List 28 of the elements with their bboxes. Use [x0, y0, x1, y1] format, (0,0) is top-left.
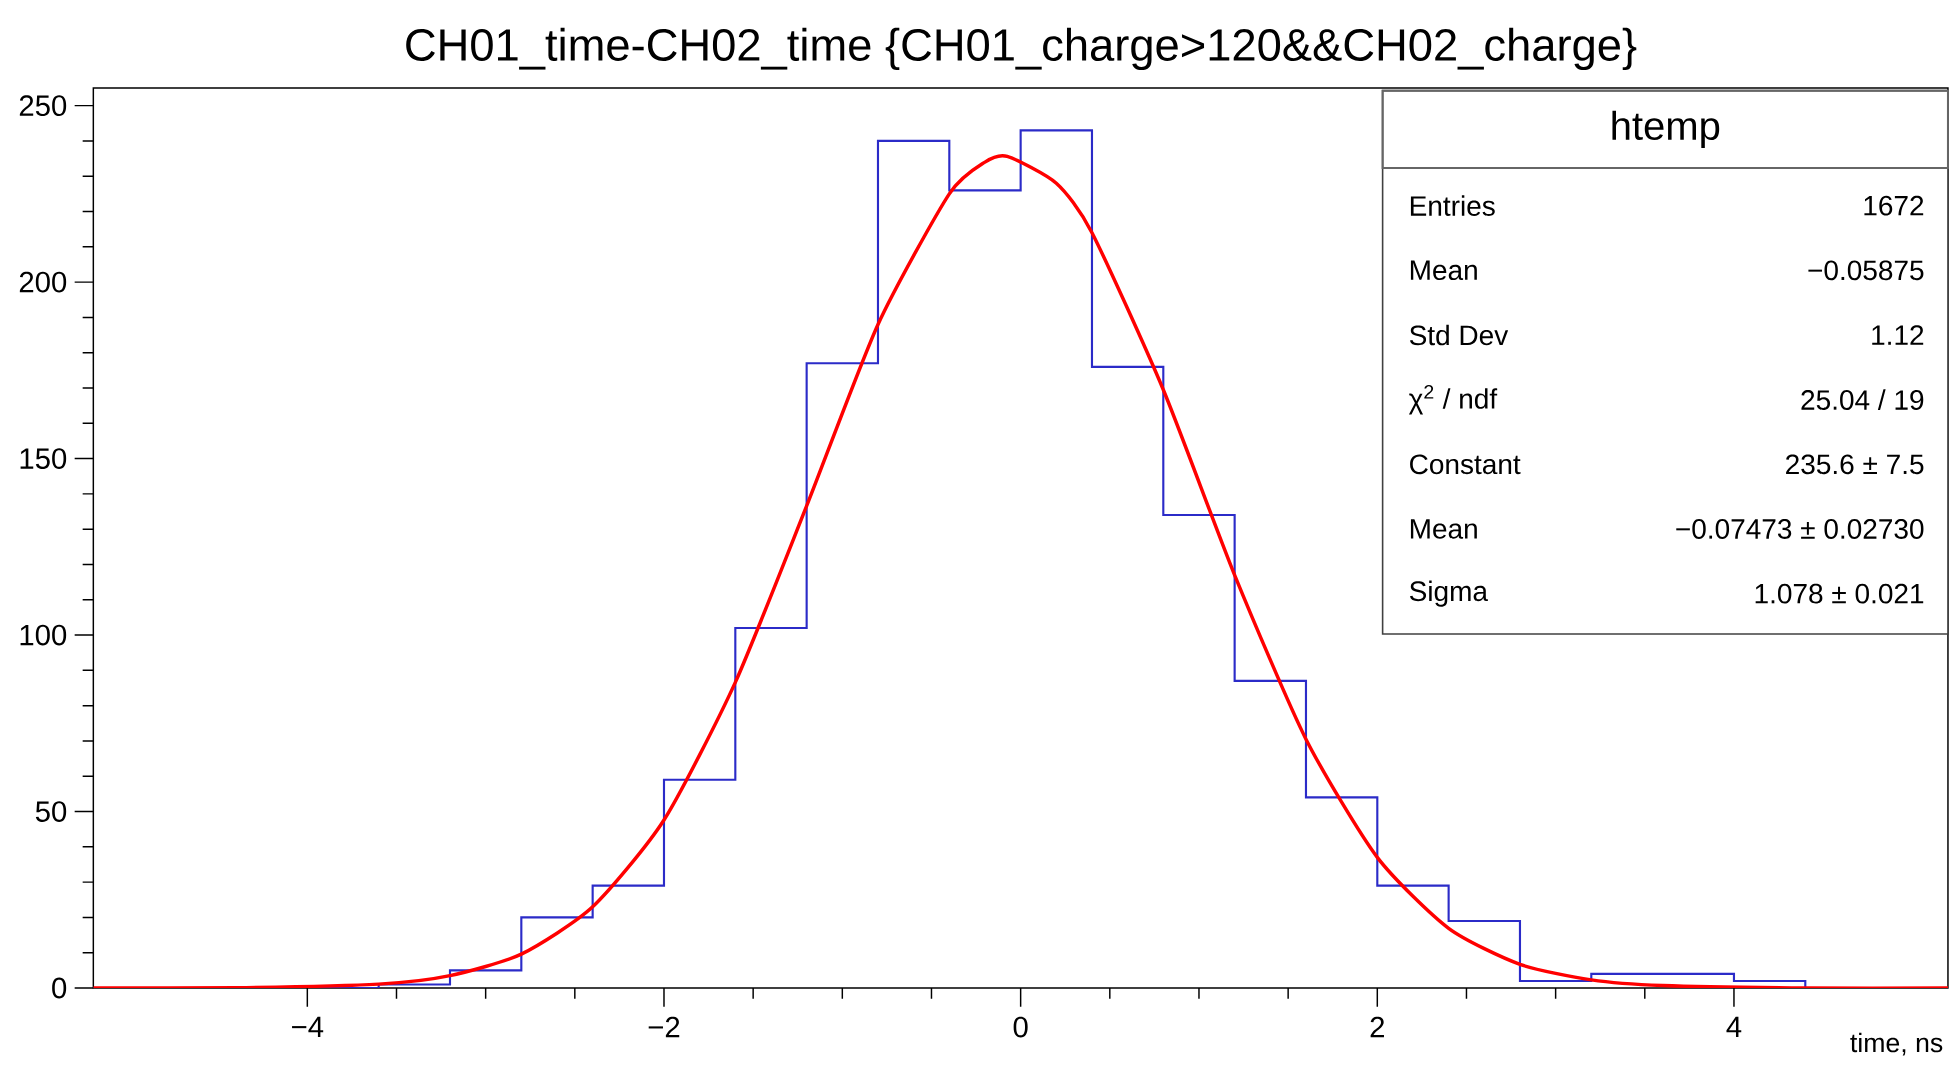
annotation: Entries: [1410, 195, 1495, 216]
annotation: −0.07473 ± 0.02730: [1676, 519, 1924, 539]
annotation: 1.12: [1872, 325, 1924, 345]
annotation: htemp: [1612, 110, 1720, 148]
annotation: −0.05875: [1808, 260, 1924, 281]
chart-title: CH01_time-CH02_time {CH01_charge>120&&CH02_charge}: [406, 27, 1637, 70]
annotation: χ$^{2}$ / ndf: [1408, 384, 1498, 415]
x-axis-title: time, ns: [1850, 1032, 1943, 1056]
y-tick-label: 100: [20, 624, 67, 646]
annotation: Mean: [1410, 519, 1477, 539]
y-tick-label: 150: [20, 448, 67, 469]
y-tick-label: 50: [35, 801, 67, 822]
y-tick-label: 250: [19, 95, 67, 117]
x-tick-label: 0: [1013, 1016, 1028, 1038]
x-tick-label: −2: [648, 1016, 680, 1038]
annotation: 235.6 ± 7.5: [1786, 454, 1924, 475]
annotation: 25.04 / 19: [1801, 389, 1924, 410]
y-tick-label: 200: [19, 271, 67, 293]
y-tick-label: 0: [52, 977, 67, 999]
x-tick-label: 2: [1370, 1016, 1384, 1038]
annotation: 1672: [1864, 195, 1924, 216]
x-tick-label: 4: [1726, 1016, 1742, 1037]
x-tick-label: −4: [292, 1016, 324, 1037]
annotation: 1.078 ± 0.021: [1755, 583, 1924, 604]
annotation: Constant: [1410, 454, 1521, 475]
annotation: Sigma: [1409, 580, 1488, 607]
annotation: Mean: [1410, 260, 1477, 281]
annotation: Std Dev: [1409, 324, 1509, 346]
